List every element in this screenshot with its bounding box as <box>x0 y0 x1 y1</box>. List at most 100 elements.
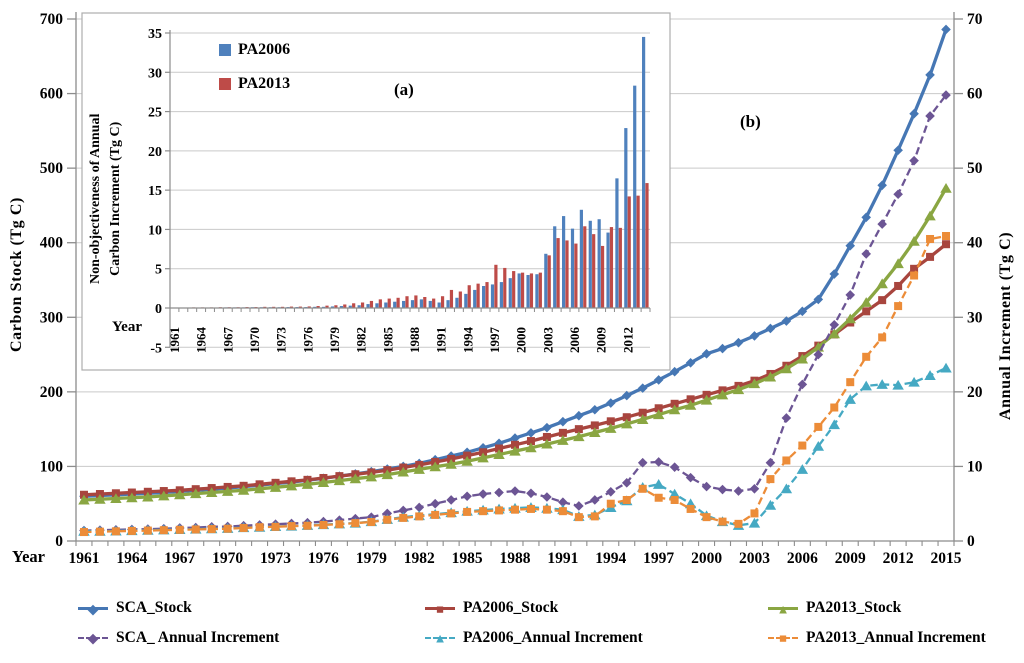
tick-label: 2009 <box>835 550 866 567</box>
tick-label: 1988 <box>500 550 531 567</box>
tick-label: 2012 <box>883 550 914 567</box>
tick-label: 1991 <box>434 327 449 353</box>
legend-line-swatch-icon: ■ <box>768 632 798 645</box>
tick-label: 200 <box>40 384 64 401</box>
tick-label: 1985 <box>452 550 483 567</box>
inset-legend-label: PA2006 <box>238 41 291 58</box>
inset-legend-item-pa2013: PA2013 <box>219 75 290 93</box>
pa2013-swatch-icon <box>219 78 231 90</box>
legend-item-pa2006-annual-increment: ▲ PA2006_Annual Increment <box>425 628 643 648</box>
inset-y-axis-title-line2: Carbon Increment (Tg C) <box>107 121 123 276</box>
tick-label: 20 <box>967 384 983 401</box>
tick-label: 700 <box>40 11 64 28</box>
tick-label: 2000 <box>691 550 722 567</box>
right-axis-title: Annual Increment (Tg C) <box>997 231 1014 420</box>
legend-label: SCA_ Annual Increment <box>116 629 280 646</box>
tick-label: 1994 <box>595 550 626 567</box>
tick-label: 1985 <box>380 327 395 354</box>
inset-bars-PA2013 <box>174 183 649 308</box>
tick-label: 20 <box>148 145 162 160</box>
tick-label: 30 <box>967 309 983 326</box>
tick-label: 0 <box>55 533 63 550</box>
tick-label: 5 <box>155 263 162 278</box>
tick-label: 600 <box>40 86 64 103</box>
tick-label: 1997 <box>487 327 502 354</box>
legend-item-sca-annual-increment: ◆ SCA_ Annual Increment <box>78 628 279 648</box>
legend-label: PA2006_Annual Increment <box>463 629 643 646</box>
tick-label: 10 <box>967 458 983 475</box>
tick-label: 50 <box>967 160 983 177</box>
tick-label: 70 <box>967 11 983 28</box>
diamond-marker-icon: ◆ <box>88 630 98 646</box>
tick-label: 2003 <box>739 550 770 567</box>
tick-label: 300 <box>40 309 64 326</box>
inset-y-axis-title-line1: Non-objectiveness of Annual <box>88 113 103 284</box>
legend-label: PA2013_Stock <box>806 599 902 616</box>
tick-label: 2006 <box>567 327 582 354</box>
inset-x-axis-title: Year <box>112 319 142 335</box>
tick-label: 40 <box>967 235 983 252</box>
legend-line-swatch-icon: ■ <box>425 602 455 615</box>
tick-label: 1979 <box>356 550 387 567</box>
x-axis-title: Year <box>12 547 45 566</box>
tick-label: 1982 <box>404 550 435 567</box>
legend-label: SCA_Stock <box>116 599 192 616</box>
tick-label: 1973 <box>260 550 291 567</box>
tick-label: 1994 <box>460 327 475 354</box>
pa2006-swatch-icon <box>219 44 231 56</box>
tick-label: 2006 <box>787 550 818 567</box>
tick-label: -5 <box>150 341 162 356</box>
tick-label: 2015 <box>931 550 962 567</box>
square-marker-icon: ■ <box>779 630 787 646</box>
legend-line-swatch-icon: ◆ <box>78 632 108 645</box>
inset-chart: -5 0 5 10 15 20 25 30 35 1961 1964 1967 1970 1973 1976… <box>81 12 671 371</box>
tick-label: 1988 <box>407 327 422 354</box>
tick-label: 500 <box>40 160 64 177</box>
tick-label: 60 <box>967 86 983 103</box>
legend-item-pa2006-stock: ■ PA2006_Stock <box>425 598 558 618</box>
triangle-marker-icon: ▲ <box>433 630 447 646</box>
tick-label: 1991 <box>547 550 578 567</box>
tick-label: 10 <box>148 223 162 238</box>
tick-label: 25 <box>148 106 162 121</box>
tick-label: 2000 <box>514 327 529 353</box>
tick-label: 0 <box>967 533 975 550</box>
series-PA2013_Annual_Increment <box>79 232 951 537</box>
tick-label: 1967 <box>164 550 195 567</box>
tick-label: 1979 <box>327 327 342 354</box>
tick-label: 1964 <box>116 550 147 567</box>
tick-label: 1976 <box>308 550 339 567</box>
legend-item-sca-stock: ◆ SCA_Stock <box>78 598 192 618</box>
tick-label: 1967 <box>220 327 235 354</box>
tick-label: 1964 <box>194 327 209 354</box>
tick-label: 1982 <box>354 327 369 353</box>
tick-label: 1970 <box>212 550 243 567</box>
tick-label: 400 <box>40 235 64 252</box>
diamond-marker-icon: ◆ <box>88 601 98 617</box>
square-marker-icon: ■ <box>436 601 444 617</box>
tick-label: 1997 <box>643 550 674 567</box>
legend-line-swatch-icon: ▲ <box>425 632 455 645</box>
legend-item-pa2013-annual-increment: ■ PA2013_Annual Increment <box>768 628 986 648</box>
tick-label: 1973 <box>274 327 289 354</box>
inset-legend-label: PA2013 <box>238 75 291 92</box>
tick-label: 0 <box>155 302 162 317</box>
series-PA2013_Stock <box>78 182 952 505</box>
inset-y-axis-title: Non-objectiveness of Annual Carbon Incre… <box>86 114 125 284</box>
tick-label: 100 <box>40 458 64 475</box>
inset-legend-item-pa2006: PA2006 <box>219 41 290 59</box>
tick-label: 15 <box>148 184 162 199</box>
legend-item-pa2013-stock: ▲ PA2013_Stock <box>768 598 901 618</box>
legend-line-swatch-icon: ▲ <box>768 602 798 615</box>
tick-label: 1976 <box>300 327 315 354</box>
legend-label: PA2013_Annual Increment <box>806 629 986 646</box>
tick-label: 1961 <box>68 550 99 567</box>
tick-label: 1961 <box>167 327 182 353</box>
tick-label: 1970 <box>247 327 262 353</box>
legend-line-swatch-icon: ◆ <box>78 602 108 615</box>
main-chart: 0100200300400500600700010203040506070196… <box>40 11 983 567</box>
tick-label: 30 <box>148 66 162 81</box>
panel-label-a: (a) <box>394 80 414 99</box>
